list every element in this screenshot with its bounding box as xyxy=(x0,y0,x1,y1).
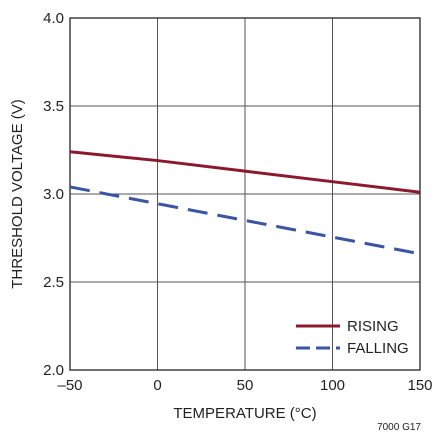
legend-label-rising: RISING xyxy=(347,318,399,335)
y-tick-label: 2.0 xyxy=(43,362,64,379)
x-tick-label: 50 xyxy=(237,377,254,394)
y-tick-labels: 2.0 2.5 3.0 3.5 4.0 xyxy=(43,10,64,379)
y-tick-label: 4.0 xyxy=(43,10,64,27)
y-tick-label: 2.5 xyxy=(43,274,64,291)
legend: RISING FALLING xyxy=(296,318,409,357)
figure-id: 7000 G17 xyxy=(377,422,421,433)
y-tick-label: 3.5 xyxy=(43,98,64,115)
y-tick-label: 3.0 xyxy=(43,186,64,203)
x-tick-label: 100 xyxy=(320,377,345,394)
legend-label-falling: FALLING xyxy=(347,340,409,357)
series-line-rising xyxy=(69,150,421,194)
grid xyxy=(70,18,420,370)
series-group xyxy=(69,150,421,256)
x-tick-label: 150 xyxy=(407,377,432,394)
x-axis-label: TEMPERATURE (°C) xyxy=(173,405,316,422)
x-tick-labels: –50 0 50 100 150 xyxy=(57,377,432,394)
y-axis-label: THRESHOLD VOLTAGE (V) xyxy=(9,99,26,288)
plot-frame xyxy=(69,17,421,371)
x-tick-label: 0 xyxy=(153,377,161,394)
x-tick-label: –50 xyxy=(57,377,82,394)
